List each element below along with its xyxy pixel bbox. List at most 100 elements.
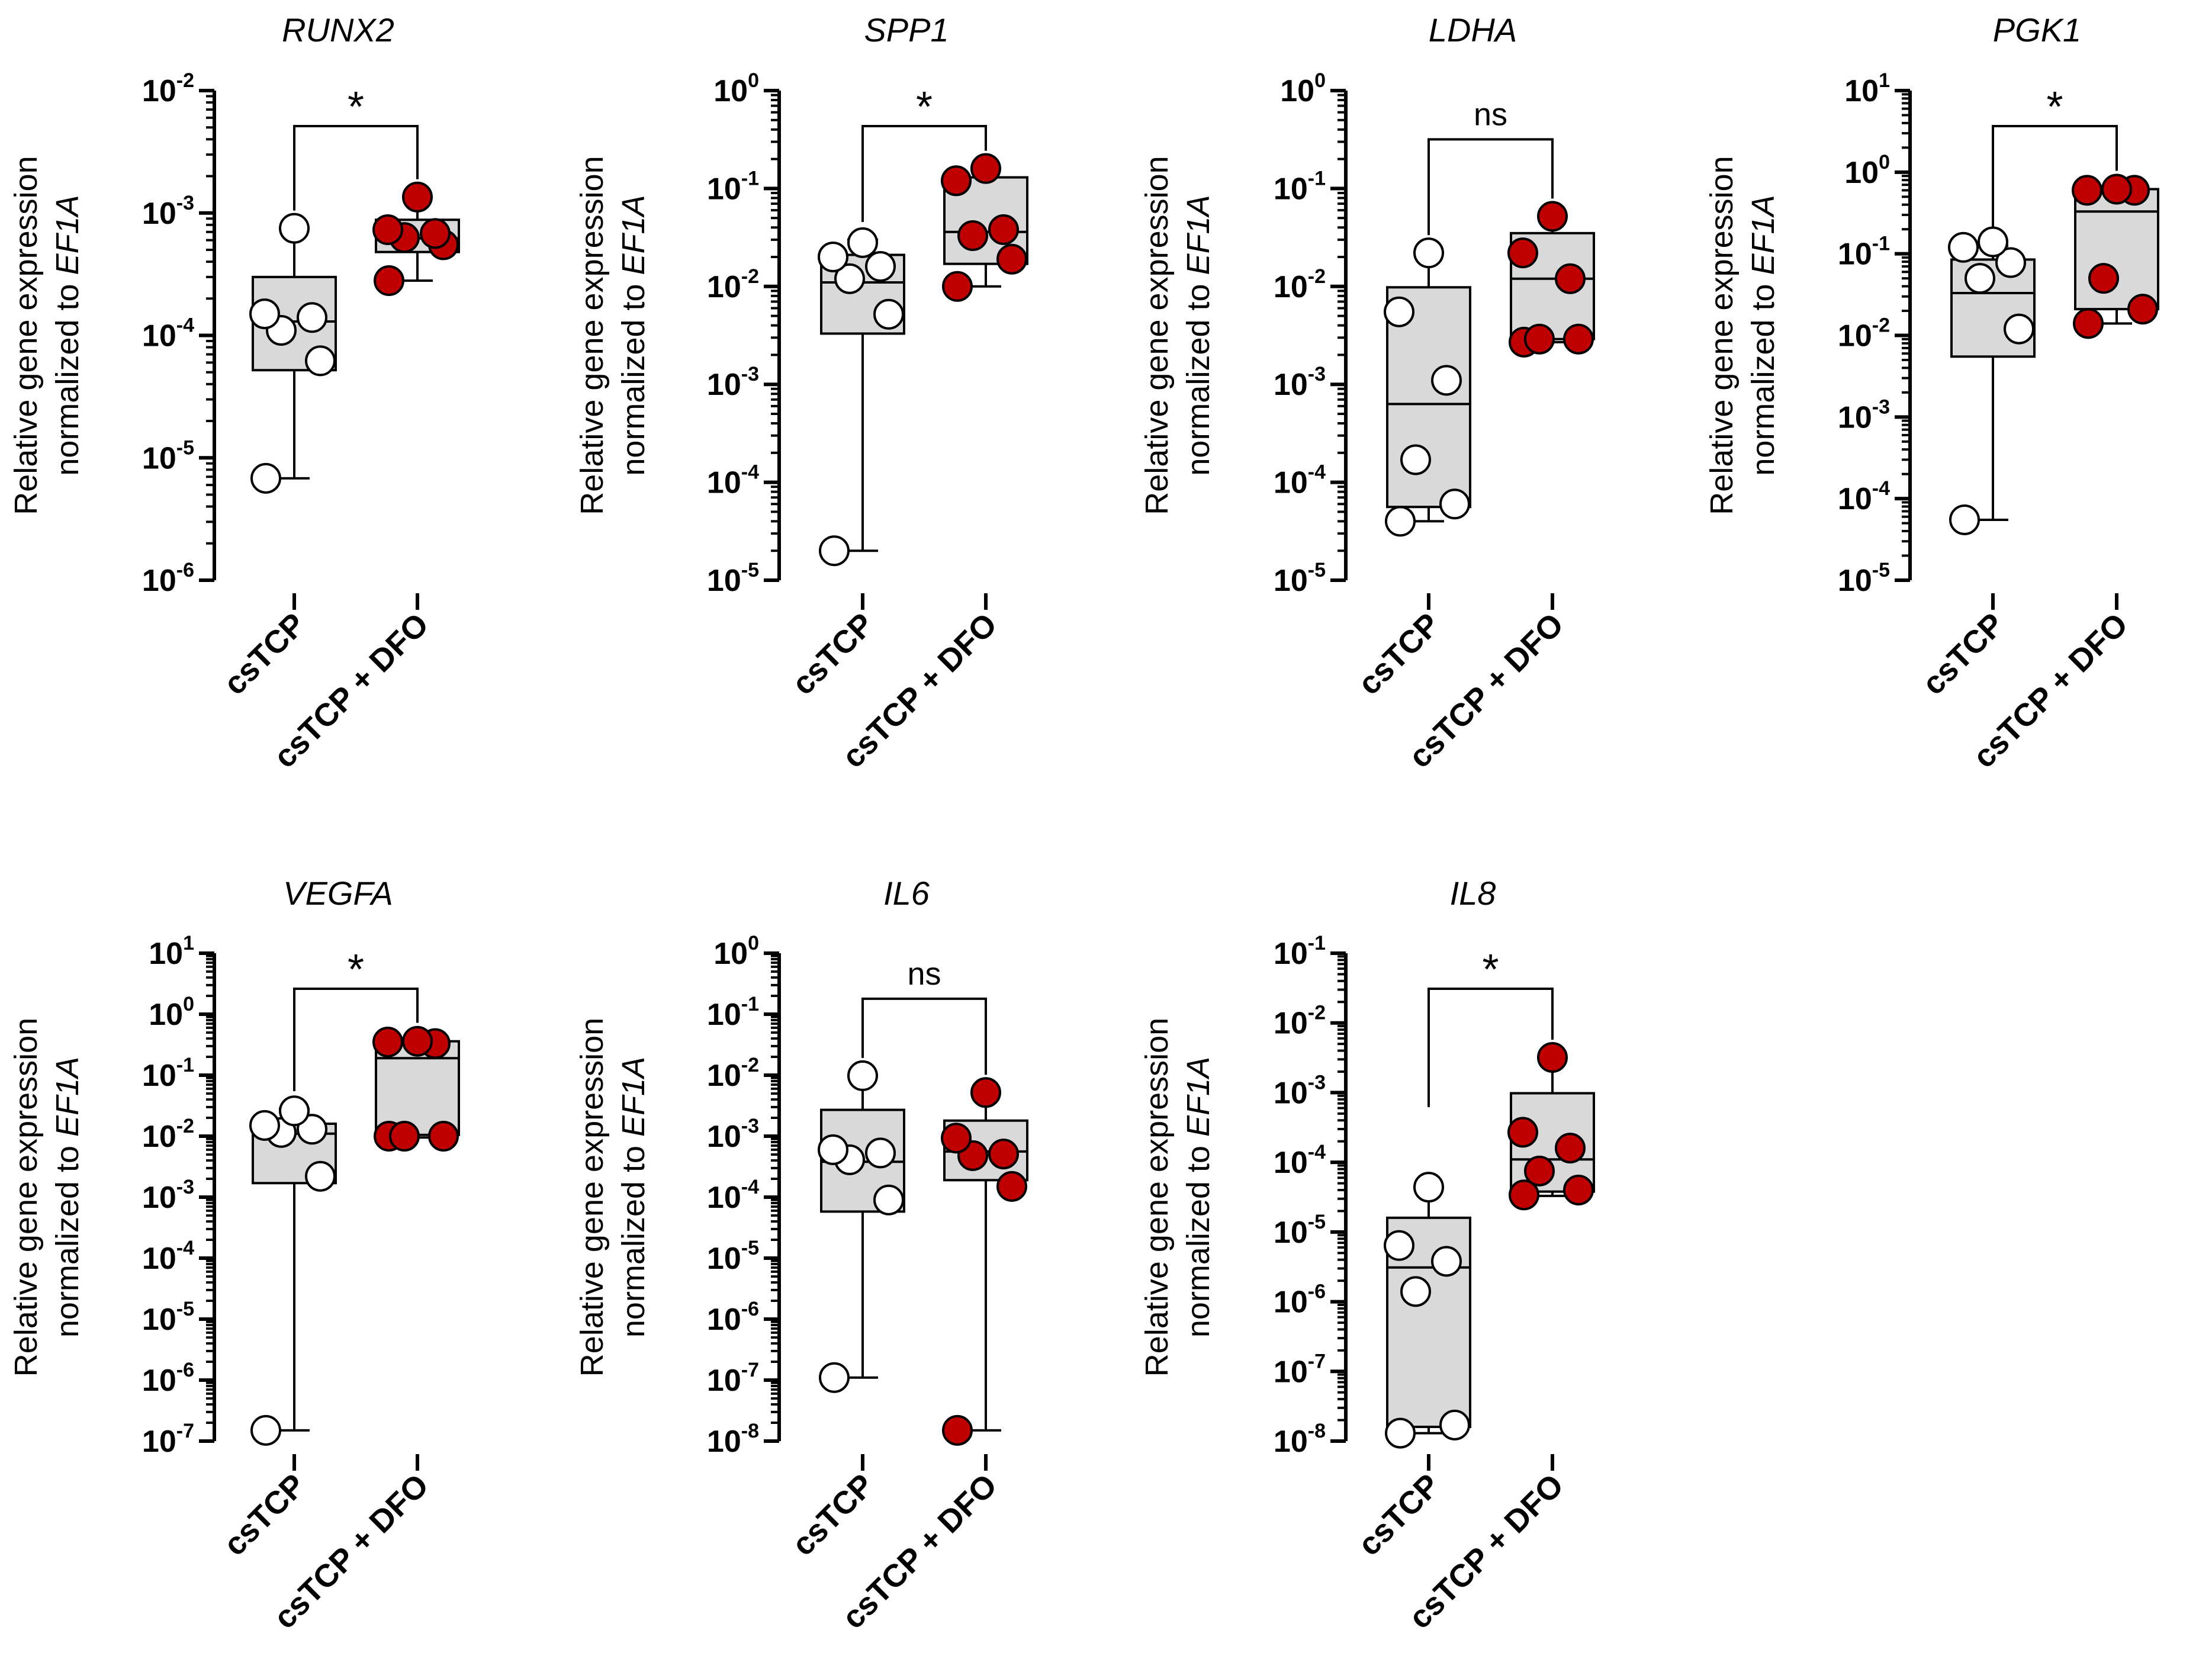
y-axis-label: Relative gene expression normalized to EF… [1139, 1018, 1216, 1377]
significance-label: * [1482, 946, 1499, 993]
box-cstcp-dfo [941, 153, 1028, 302]
data-point [847, 1060, 878, 1091]
y-tick-base: 10 [1838, 400, 1872, 435]
data-point [1439, 488, 1470, 520]
y-tick-exponent: -6 [741, 1298, 759, 1320]
y-tick-exponent: -2 [176, 69, 194, 92]
y-tick-exponent: -5 [1308, 1211, 1326, 1233]
y-tick-exponent: 1 [183, 932, 194, 954]
data-point [1948, 231, 1979, 263]
significance-bracket [1427, 138, 1554, 236]
y-tick-label: 10-3 [1274, 1071, 1326, 1110]
y-tick-exponent: -8 [1308, 1420, 1326, 1442]
data-point [420, 218, 451, 249]
y-tick-base: 10 [707, 1425, 741, 1459]
y-axis-label-gene: EF1A [616, 1057, 651, 1137]
box-iqr [2074, 188, 2159, 311]
y-tick-label: 101 [149, 932, 194, 971]
y-tick-label: 10-2 [1274, 265, 1326, 304]
data-point [942, 1414, 973, 1446]
y-tick-base: 10 [707, 466, 741, 500]
y-tick-exponent: -4 [741, 1176, 759, 1198]
y-tick-label: 10-4 [142, 1237, 194, 1276]
data-point [1965, 263, 1995, 294]
panel-il8-chart: IL8 Relative gene expression normalized to… [1139, 874, 1595, 1636]
box-cstcp-dfo [1507, 201, 1595, 358]
y-tick-label: 10-2 [707, 265, 759, 304]
y-tick-label: 100 [1280, 69, 1326, 108]
y-tick-base: 10 [1274, 564, 1308, 598]
y-tick-exponent: 1 [1879, 69, 1890, 92]
chart-title: IL8 [1450, 874, 1496, 912]
y-tick-exponent: -1 [176, 1054, 194, 1076]
y-tick-exponent: 0 [748, 69, 759, 92]
y-tick-label: 10-3 [142, 1176, 194, 1215]
y-tick-exponent: -1 [741, 993, 759, 1015]
chart-title: PGK1 [1993, 11, 2081, 49]
y-tick-base: 10 [1274, 270, 1308, 304]
y-tick-exponent: 0 [748, 932, 759, 954]
y-tick-exponent: -3 [1308, 1071, 1326, 1094]
y-tick-base: 10 [713, 74, 748, 108]
y-tick-base: 10 [713, 937, 748, 971]
data-point [865, 251, 896, 282]
y-tick-label: 10-5 [1274, 559, 1326, 598]
data-point [1384, 296, 1414, 327]
data-point [847, 227, 878, 258]
y-tick-label: 10-2 [707, 1054, 759, 1093]
data-point [1507, 237, 1538, 269]
y-tick-exponent: -5 [176, 436, 194, 459]
x-tick-label: csTCP [1351, 606, 1446, 702]
y-tick-exponent: -4 [176, 314, 194, 337]
y-tick-exponent: -3 [741, 363, 759, 385]
y-tick-label: 10-7 [707, 1359, 759, 1398]
y-axis-label: Relative gene expression normalized to EF… [8, 156, 85, 515]
y-tick-label: 10-3 [707, 363, 759, 402]
y-axis-label-gene: EF1A [616, 195, 651, 275]
y-tick-label: 10-5 [142, 436, 194, 475]
y-axis-label-line2: normalized to [1181, 275, 1216, 475]
y-tick-base: 10 [1274, 1425, 1308, 1459]
data-point [2072, 175, 2102, 206]
y-tick-exponent: -4 [1308, 461, 1326, 484]
y-tick-base: 10 [1838, 237, 1872, 272]
x-tick-label: csTCP [785, 1467, 880, 1562]
y-tick-base: 10 [142, 1181, 176, 1215]
y-tick-base: 10 [1274, 1007, 1308, 1041]
y-tick-base: 10 [1274, 1285, 1308, 1320]
y-tick-label: 10-3 [142, 192, 194, 231]
data-point [1400, 444, 1431, 475]
data-point [279, 213, 310, 244]
data-point [374, 265, 404, 297]
y-tick-base: 10 [1274, 1076, 1308, 1110]
y-tick-base: 10 [707, 368, 741, 402]
data-point [2101, 173, 2132, 205]
data-point [1555, 1133, 1586, 1164]
y-tick-exponent: -7 [1308, 1350, 1326, 1372]
y-tick-label: 10-2 [142, 1115, 194, 1154]
data-point [1507, 1117, 1538, 1148]
y-tick-base: 10 [149, 998, 183, 1032]
data-point [1384, 1230, 1414, 1261]
y-tick-base: 10 [1274, 466, 1308, 500]
data-point [873, 1184, 904, 1216]
y-axis-label-line2: normalized to [50, 275, 85, 475]
y-tick-label: 10-1 [1274, 932, 1326, 971]
box-cstcp [818, 227, 905, 567]
y-axis-label-gene: EF1A [50, 195, 85, 275]
y-tick-label: 10-5 [707, 1237, 759, 1276]
data-point [1413, 1172, 1444, 1203]
y-tick-exponent: -1 [1872, 233, 1890, 255]
y-tick-base: 10 [1844, 156, 1879, 190]
y-tick-exponent: -5 [741, 559, 759, 581]
y-tick-base: 10 [142, 1120, 176, 1154]
y-tick-base: 10 [142, 197, 176, 231]
y-tick-base: 10 [142, 1242, 176, 1276]
y-tick-base: 10 [142, 1059, 176, 1093]
y-tick-label: 10-5 [707, 559, 759, 598]
y-tick-base: 10 [142, 1425, 176, 1459]
data-point [1413, 237, 1444, 269]
significance-bracket [861, 125, 987, 222]
y-tick-exponent: -3 [1872, 396, 1890, 418]
y-tick-exponent: -3 [176, 1176, 194, 1198]
